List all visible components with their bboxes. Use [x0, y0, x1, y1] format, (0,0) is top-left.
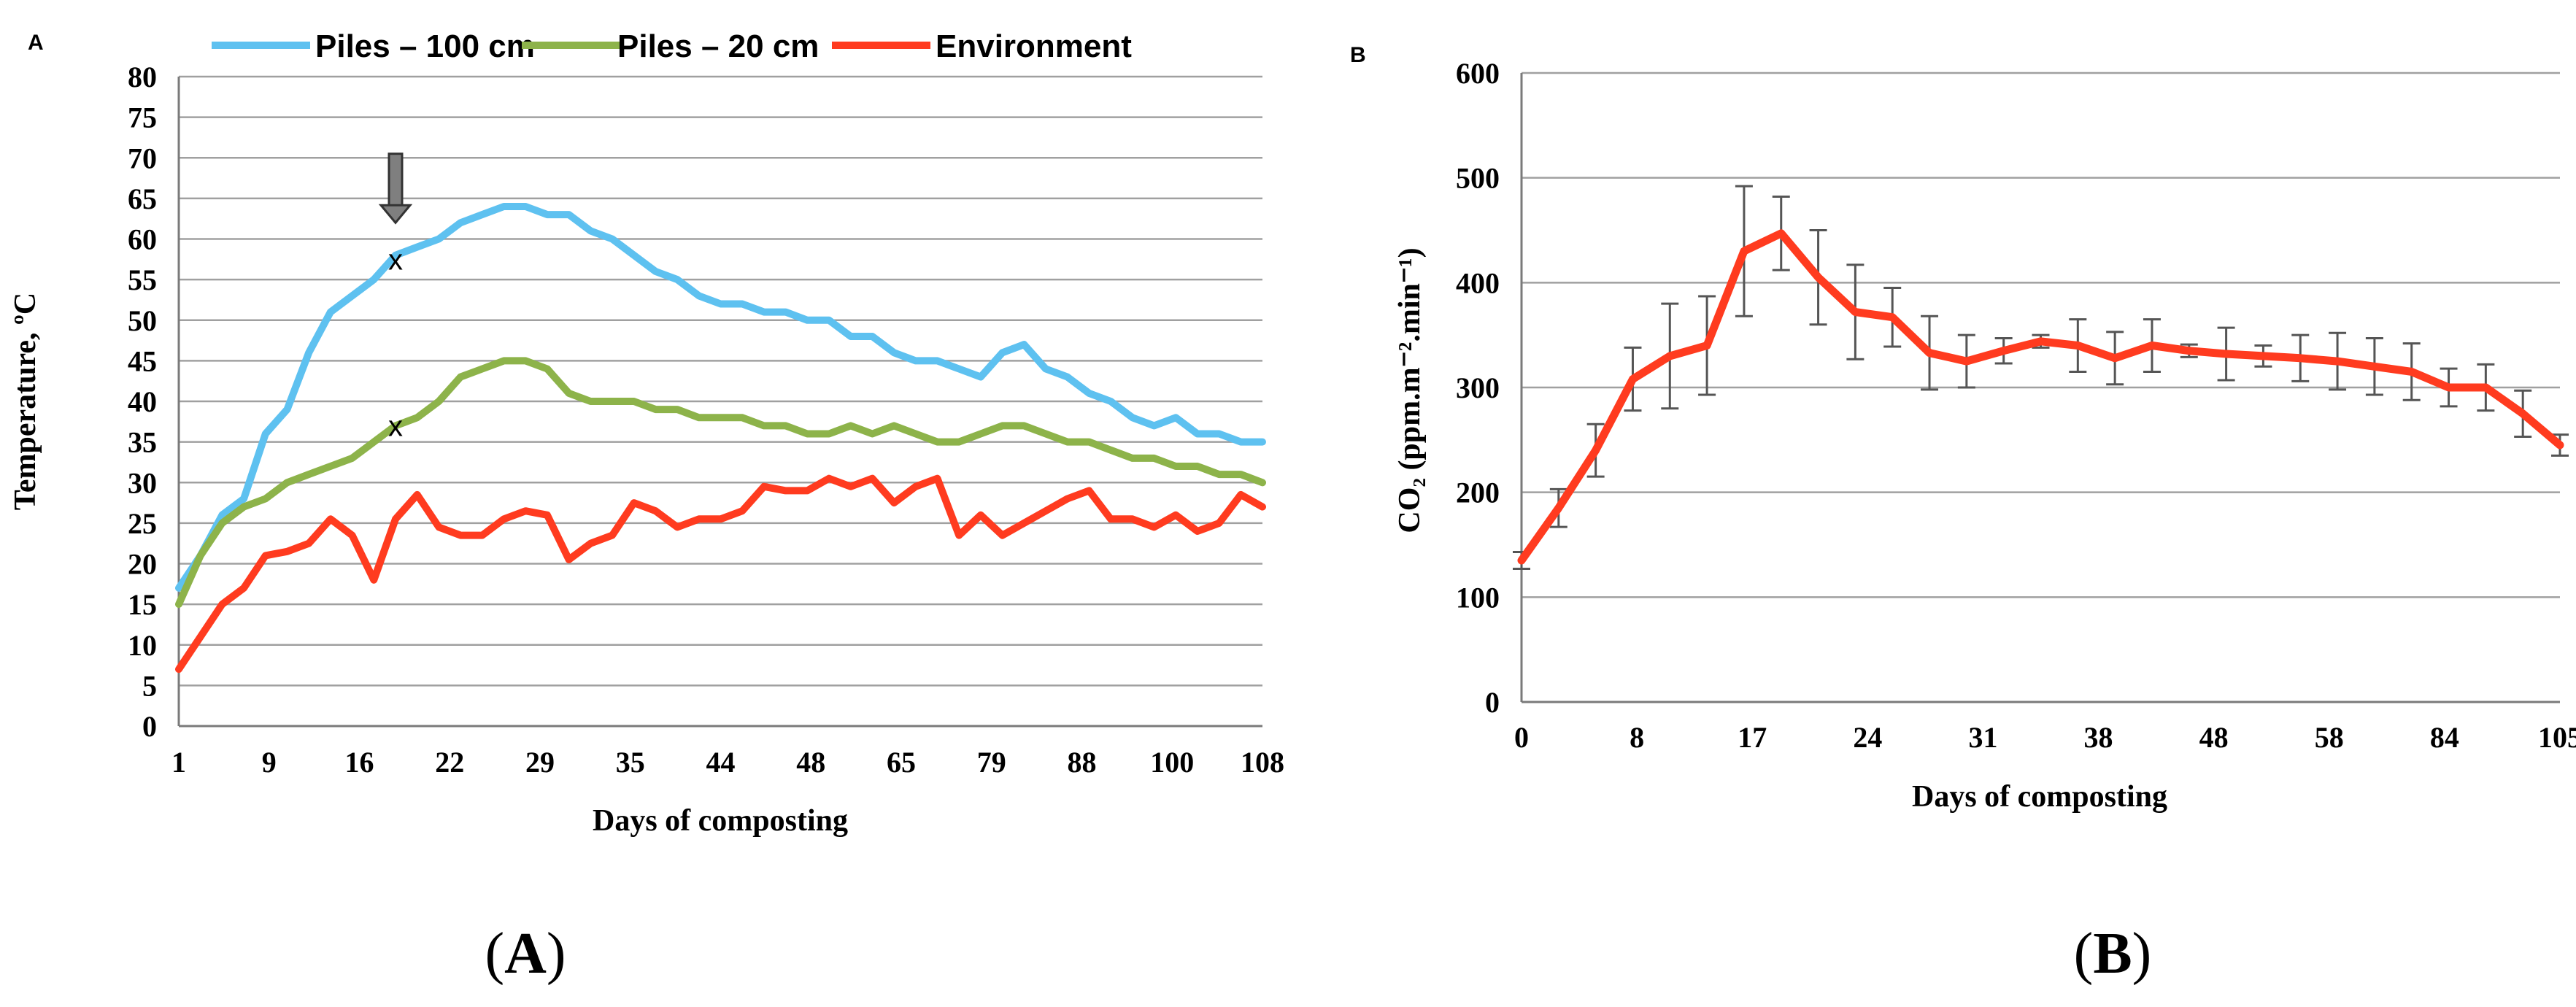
chart-a-x-marker: x [388, 244, 403, 276]
chart-a-x-marker: x [388, 410, 403, 442]
chart-a-y-tick-label: 35 [128, 426, 157, 459]
chart-b-line-co2 [1517, 229, 2564, 565]
chart-a-y-tick-label: 70 [128, 142, 157, 174]
chart-b-y-tick-label: 200 [1456, 477, 1500, 509]
chart-a-annotations: xx [378, 153, 413, 442]
chart-b: B 0 100 200 300 400 500 600 0 8 17 24 31 38 48 58 84 10… [1350, 43, 2576, 814]
chart-a-line-environment [175, 474, 1266, 674]
caption-left-letter: A [504, 922, 547, 986]
legend-label-environment: Environment [936, 28, 1132, 64]
chart-b-x-tick-label: 17 [1738, 721, 1767, 754]
chart-a: A 0 5 10 15 20 25 30 35 40 45 50 55 60 65 70 75 80 1 9 16 2… [9, 28, 1284, 838]
chart-a-y-tick-label: 5 [142, 669, 157, 702]
chart-a-y-tick-label: 15 [128, 588, 157, 621]
chart-a-line-piles-100-cm [175, 203, 1266, 592]
legend-label-piles-100: Piles – 100 cm [315, 28, 535, 64]
chart-b-y-axis-label: CO₂ (ppm.m⁻².min⁻¹) [1393, 247, 1427, 533]
chart-a-y-tick-label: 20 [128, 548, 157, 581]
chart-b-y-tick-label: 600 [1456, 57, 1500, 90]
chart-b-x-tick-label: 105 [2538, 721, 2576, 754]
chart-b-y-tick-label: 100 [1456, 581, 1500, 614]
chart-b-y-tick-label: 0 [1485, 686, 1500, 719]
chart-a-x-tick-label: 65 [887, 746, 916, 779]
chart-b-y-ticks: 0 100 200 300 400 500 600 [1456, 57, 1500, 719]
caption-right-letter: B [2093, 922, 2132, 986]
chart-b-y-tick-label: 300 [1456, 371, 1500, 404]
chart-a-legend: Piles – 100 cm Piles – 20 cm Environment [212, 28, 1132, 64]
chart-a-x-tick-label: 88 [1068, 746, 1097, 779]
chart-b-y-tick-label: 400 [1456, 266, 1500, 299]
chart-a-series-group [175, 203, 1266, 674]
chart-a-y-tick-label: 80 [128, 61, 157, 93]
chart-a-y-tick-label: 65 [128, 182, 157, 215]
chart-a-y-axis-label: Temperature, ºC [9, 293, 42, 511]
chart-b-x-ticks: 0 8 17 24 31 38 48 58 84 105 [1514, 721, 2576, 754]
chart-b-y-tick-label: 500 [1456, 162, 1500, 195]
chart-a-x-tick-label: 44 [706, 746, 736, 779]
chart-a-x-tick-label: 48 [796, 746, 825, 779]
chart-b-error-bars [1513, 185, 2569, 571]
chart-a-x-tick-label: 79 [977, 746, 1006, 779]
legend-label-piles-20: Piles – 20 cm [617, 28, 819, 64]
chart-a-y-tick-label: 25 [128, 507, 157, 540]
chart-a-arrow-marker [378, 153, 413, 225]
chart-a-x-tick-label: 108 [1241, 746, 1284, 779]
chart-a-x-ticks: 1 9 16 22 29 35 44 48 65 79 88 100 108 [171, 746, 1284, 779]
chart-a-x-tick-label: 1 [171, 746, 186, 779]
chart-a-x-tick-label: 22 [435, 746, 464, 779]
chart-a-y-tick-label: 55 [128, 263, 157, 296]
chart-b-x-tick-label: 8 [1630, 721, 1644, 754]
chart-a-x-tick-label: 100 [1150, 746, 1194, 779]
caption-left: (A) [485, 922, 566, 986]
chart-a-gridlines [179, 75, 1262, 687]
chart-a-y-tick-label: 50 [128, 304, 157, 337]
chart-a-x-axis-label: Days of composting [593, 804, 848, 838]
chart-b-x-tick-label: 24 [1853, 721, 1882, 754]
chart-a-panel-letter: A [28, 31, 44, 55]
chart-a-line-piles-20-cm [175, 357, 1266, 609]
chart-b-x-tick-label: 31 [1968, 721, 1997, 754]
chart-a-y-tick-label: 30 [128, 466, 157, 499]
chart-b-x-tick-label: 58 [2315, 721, 2344, 754]
chart-a-y-tick-label: 10 [128, 629, 157, 662]
chart-b-panel-letter: B [1350, 43, 1366, 67]
chart-b-x-tick-label: 48 [2199, 721, 2229, 754]
chart-a-y-tick-label: 60 [128, 223, 157, 256]
chart-b-series-group [1517, 229, 2564, 565]
caption-right: (B) [2074, 922, 2152, 986]
chart-b-x-tick-label: 0 [1514, 721, 1529, 754]
chart-a-y-tick-label: 75 [128, 101, 157, 134]
chart-a-y-ticks: 0 5 10 15 20 25 30 35 40 45 50 55 60 65 70 75 80 [128, 61, 157, 743]
chart-b-x-tick-label: 84 [2430, 721, 2459, 754]
chart-a-y-tick-label: 40 [128, 385, 157, 418]
chart-a-x-tick-label: 35 [616, 746, 645, 779]
chart-b-x-axis-label: Days of composting [1912, 780, 2167, 814]
chart-a-y-tick-label: 0 [142, 710, 157, 743]
chart-a-x-tick-label: 9 [262, 746, 277, 779]
chart-a-x-tick-label: 16 [345, 746, 374, 779]
chart-a-y-tick-label: 45 [128, 344, 157, 377]
chart-b-x-tick-label: 38 [2084, 721, 2113, 754]
chart-b-gridlines [1522, 72, 2560, 598]
chart-a-x-tick-label: 29 [525, 746, 555, 779]
